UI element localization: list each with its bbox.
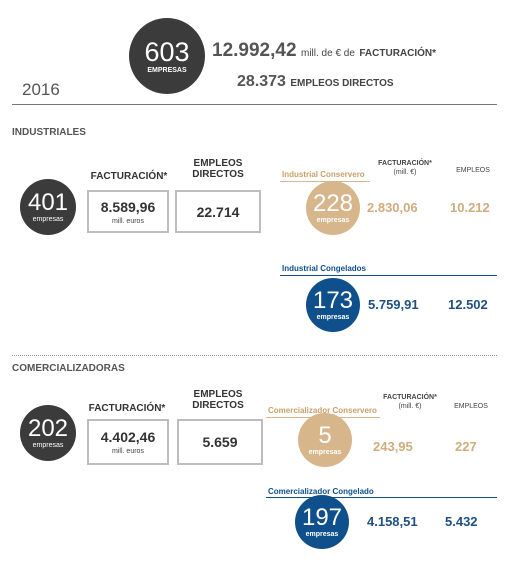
subgroup-name: Industrial Conservero	[282, 170, 365, 179]
total-revenue-unit: mill. de € de	[300, 48, 355, 59]
subgroup-jobs: 227	[455, 439, 477, 454]
companies-label: empresas	[32, 442, 64, 449]
subgroup-jobs: 5.432	[445, 514, 478, 529]
jobs-label: EMPLEOS DIRECTOS	[192, 389, 244, 411]
subgroup-name: Industrial Congelados	[282, 264, 367, 273]
subgroup-badge: 173 empresas	[306, 278, 360, 332]
jobs-box: 22.714	[175, 190, 261, 233]
jobs: 22.714	[196, 203, 240, 220]
total-revenue: 12.992,42	[212, 40, 297, 61]
total-companies-label: EMPRESAS	[147, 66, 187, 74]
revenue: 8.589,96	[100, 198, 156, 215]
jobs-box: 5.659	[177, 419, 263, 465]
section-title: INDUSTRIALES	[12, 127, 86, 138]
total-revenue-label: FACTURACIÓN*	[359, 48, 437, 59]
subgroup-jobs: 10.212	[450, 200, 490, 215]
total-companies: 603	[144, 36, 190, 67]
subgroup-companies: 197	[301, 504, 343, 531]
subgroup-name: Comercializador Conservero	[268, 406, 377, 415]
companies-badge: 401 empresas	[20, 179, 76, 235]
jobs-label: EMPLEOS DIRECTOS	[192, 158, 244, 180]
revenue-label: FACTURACIÓN*	[90, 171, 168, 182]
subgroup-companies-label: empresas	[316, 314, 350, 321]
subgroup-name: Comercializador Congelado	[268, 487, 374, 496]
companies-label: empresas	[32, 216, 64, 223]
subgroup-revenue: 4.158,51	[367, 514, 418, 529]
subgroup-revenue: 5.759,91	[368, 297, 419, 312]
subgroup-companies-label: empresas	[308, 449, 342, 456]
subgroup-revenue: 2.830,06	[367, 200, 418, 215]
total-revenue-line: 12.992,42 mill. de € de FACTURACIÓN*	[212, 40, 436, 62]
subgroup-companies: 5	[318, 422, 332, 449]
subgroup-rule	[266, 497, 497, 498]
section-title: COMERCIALIZADORAS	[12, 363, 125, 374]
subgroup-companies-label: empresas	[305, 531, 339, 538]
subgroup-badge: 5 empresas	[298, 413, 352, 467]
jobs-header: EMPLEOS	[454, 403, 488, 410]
subgroup-companies: 173	[312, 287, 354, 314]
revenue-header: FACTURACIÓN*	[383, 394, 437, 401]
companies: 401	[27, 189, 69, 216]
companies-badge: 202 empresas	[20, 405, 76, 461]
subgroup-jobs: 12.502	[448, 297, 488, 312]
jobs-header: EMPLEOS	[456, 167, 490, 174]
revenue: 4.402,46	[100, 429, 156, 445]
revenue-unit: mill. euros	[112, 448, 144, 455]
year: 2016	[22, 80, 60, 99]
revenue-unit: mill. euros	[112, 217, 144, 225]
subgroup-companies-label: empresas	[316, 217, 350, 224]
divider	[12, 355, 497, 356]
revenue-header-unit: (mill. €)	[398, 403, 422, 410]
revenue-box: 4.402,46 mill. euros	[87, 419, 169, 465]
revenue-header: FACTURACIÓN*	[378, 160, 432, 167]
revenue-box: 8.589,96 mill. euros	[87, 190, 169, 233]
total-jobs-line: 28.373 EMPLEOS DIRECTOS	[237, 73, 394, 91]
subgroup-badge: 228 empresas	[306, 181, 360, 235]
companies: 202	[27, 415, 69, 442]
total-jobs: 28.373	[237, 73, 286, 90]
divider	[12, 104, 497, 105]
revenue-label: FACTURACIÓN*	[88, 403, 166, 414]
subgroup-badge: 197 empresas	[295, 495, 349, 549]
subgroup-revenue: 243,95	[373, 439, 413, 454]
total-jobs-label: EMPLEOS DIRECTOS	[290, 78, 394, 89]
total-companies-badge: 603 EMPRESAS	[129, 18, 205, 94]
revenue-header-unit: (mill. €)	[393, 169, 417, 176]
subgroup-rule	[280, 275, 497, 276]
jobs: 5.659	[202, 434, 238, 450]
subgroup-companies: 228	[312, 190, 354, 217]
